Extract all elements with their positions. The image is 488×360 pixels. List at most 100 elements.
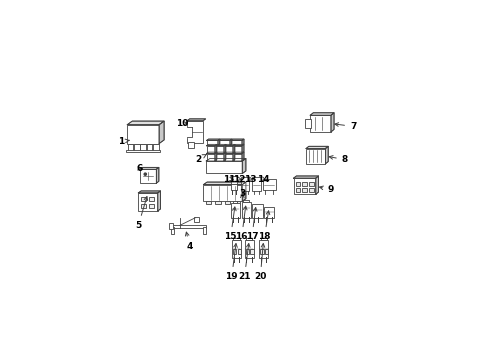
Bar [140, 144, 146, 151]
Bar [231, 176, 237, 190]
Bar [263, 179, 275, 190]
Polygon shape [309, 113, 333, 115]
Polygon shape [138, 191, 160, 193]
Polygon shape [140, 167, 159, 169]
Polygon shape [215, 152, 225, 153]
Text: 5: 5 [135, 197, 147, 230]
Bar [259, 240, 268, 258]
Bar [140, 169, 156, 183]
Polygon shape [206, 152, 217, 153]
Bar [250, 249, 253, 255]
Polygon shape [203, 182, 245, 185]
Text: 11: 11 [223, 175, 235, 184]
Polygon shape [230, 139, 244, 140]
Bar [243, 200, 248, 202]
Bar [308, 188, 313, 192]
Bar [224, 146, 233, 153]
Polygon shape [242, 152, 244, 161]
Bar [203, 185, 242, 201]
Bar [233, 249, 236, 255]
Polygon shape [233, 152, 234, 161]
Bar [148, 204, 154, 208]
Text: 7: 7 [334, 122, 356, 131]
Bar [293, 178, 315, 194]
Bar [295, 182, 300, 186]
Polygon shape [186, 127, 191, 138]
Bar [302, 188, 306, 192]
Bar [134, 144, 140, 151]
Bar [295, 188, 300, 192]
Bar [170, 227, 173, 234]
Bar [215, 146, 224, 153]
Text: 18: 18 [258, 211, 270, 241]
Polygon shape [224, 144, 225, 153]
Text: 20: 20 [254, 244, 266, 281]
Bar [127, 125, 159, 144]
Bar [233, 153, 242, 161]
Polygon shape [215, 144, 225, 146]
Polygon shape [315, 176, 318, 194]
Bar [233, 146, 242, 153]
Text: 8: 8 [328, 155, 347, 164]
Bar [193, 217, 198, 222]
Bar [245, 249, 249, 255]
Text: 16: 16 [235, 206, 247, 241]
Polygon shape [229, 139, 231, 145]
Bar [302, 182, 306, 186]
Polygon shape [215, 152, 217, 161]
Bar [203, 227, 205, 234]
Bar [230, 140, 242, 145]
Bar [241, 202, 250, 217]
Text: 6: 6 [136, 164, 142, 173]
Polygon shape [242, 158, 245, 174]
Bar [308, 182, 313, 186]
Polygon shape [293, 176, 318, 178]
Polygon shape [242, 139, 244, 145]
Text: 4: 4 [185, 232, 192, 251]
Polygon shape [242, 182, 245, 201]
Bar [237, 249, 241, 255]
Bar [233, 202, 237, 203]
Bar [233, 238, 239, 240]
Polygon shape [158, 191, 160, 211]
Polygon shape [305, 146, 327, 149]
Polygon shape [206, 158, 245, 161]
Text: 1: 1 [118, 137, 129, 146]
Circle shape [144, 173, 146, 175]
Polygon shape [127, 121, 164, 125]
Polygon shape [224, 152, 234, 153]
Bar [251, 204, 262, 217]
Polygon shape [206, 144, 217, 146]
Polygon shape [233, 152, 244, 153]
Polygon shape [233, 144, 234, 153]
Text: 14: 14 [256, 175, 269, 184]
Polygon shape [159, 121, 164, 144]
Polygon shape [186, 119, 205, 121]
Text: 15: 15 [224, 207, 236, 241]
Text: 13: 13 [244, 175, 256, 184]
Bar [251, 176, 261, 191]
Bar [206, 153, 215, 161]
Bar [241, 176, 249, 191]
Text: 3: 3 [239, 189, 245, 198]
Polygon shape [218, 139, 231, 140]
Text: 21: 21 [238, 244, 250, 281]
Polygon shape [215, 144, 217, 153]
Text: 17: 17 [245, 207, 258, 241]
Bar [127, 144, 133, 151]
Polygon shape [224, 152, 225, 161]
Polygon shape [233, 144, 244, 146]
Bar [153, 144, 159, 151]
Polygon shape [224, 144, 234, 146]
Bar [244, 240, 253, 258]
Text: 9: 9 [319, 185, 333, 194]
Bar [206, 146, 215, 153]
Polygon shape [156, 167, 159, 183]
Bar [126, 150, 160, 152]
Text: 2: 2 [194, 154, 206, 163]
Bar [224, 153, 233, 161]
Bar [260, 249, 263, 255]
Bar [305, 120, 310, 128]
Bar [305, 149, 325, 164]
Bar [206, 140, 218, 145]
